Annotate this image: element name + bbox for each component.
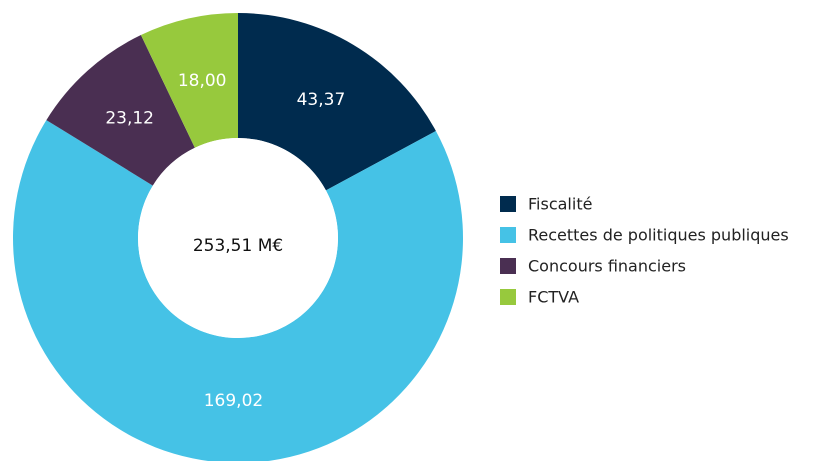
legend-swatch [500, 227, 516, 243]
legend-swatch [500, 258, 516, 274]
legend-swatch [500, 289, 516, 305]
donut-slice [140, 12, 238, 148]
data-label: 43,37 [297, 90, 346, 110]
data-label: 23,12 [105, 109, 154, 129]
center-label: 253,51 M€ [193, 236, 283, 256]
legend-label: Concours financiers [528, 257, 686, 276]
legend-label: Recettes de politiques publiques [528, 226, 789, 245]
donut-slice [46, 35, 195, 186]
donut-slice [13, 120, 464, 461]
legend-swatch [500, 196, 516, 212]
data-label: 18,00 [178, 71, 227, 91]
donut-slice [238, 13, 436, 191]
donut-hole [138, 138, 338, 338]
data-label: 169,02 [204, 391, 263, 411]
legend-label: Fiscalité [528, 195, 592, 214]
legend-label: FCTVA [528, 288, 579, 307]
